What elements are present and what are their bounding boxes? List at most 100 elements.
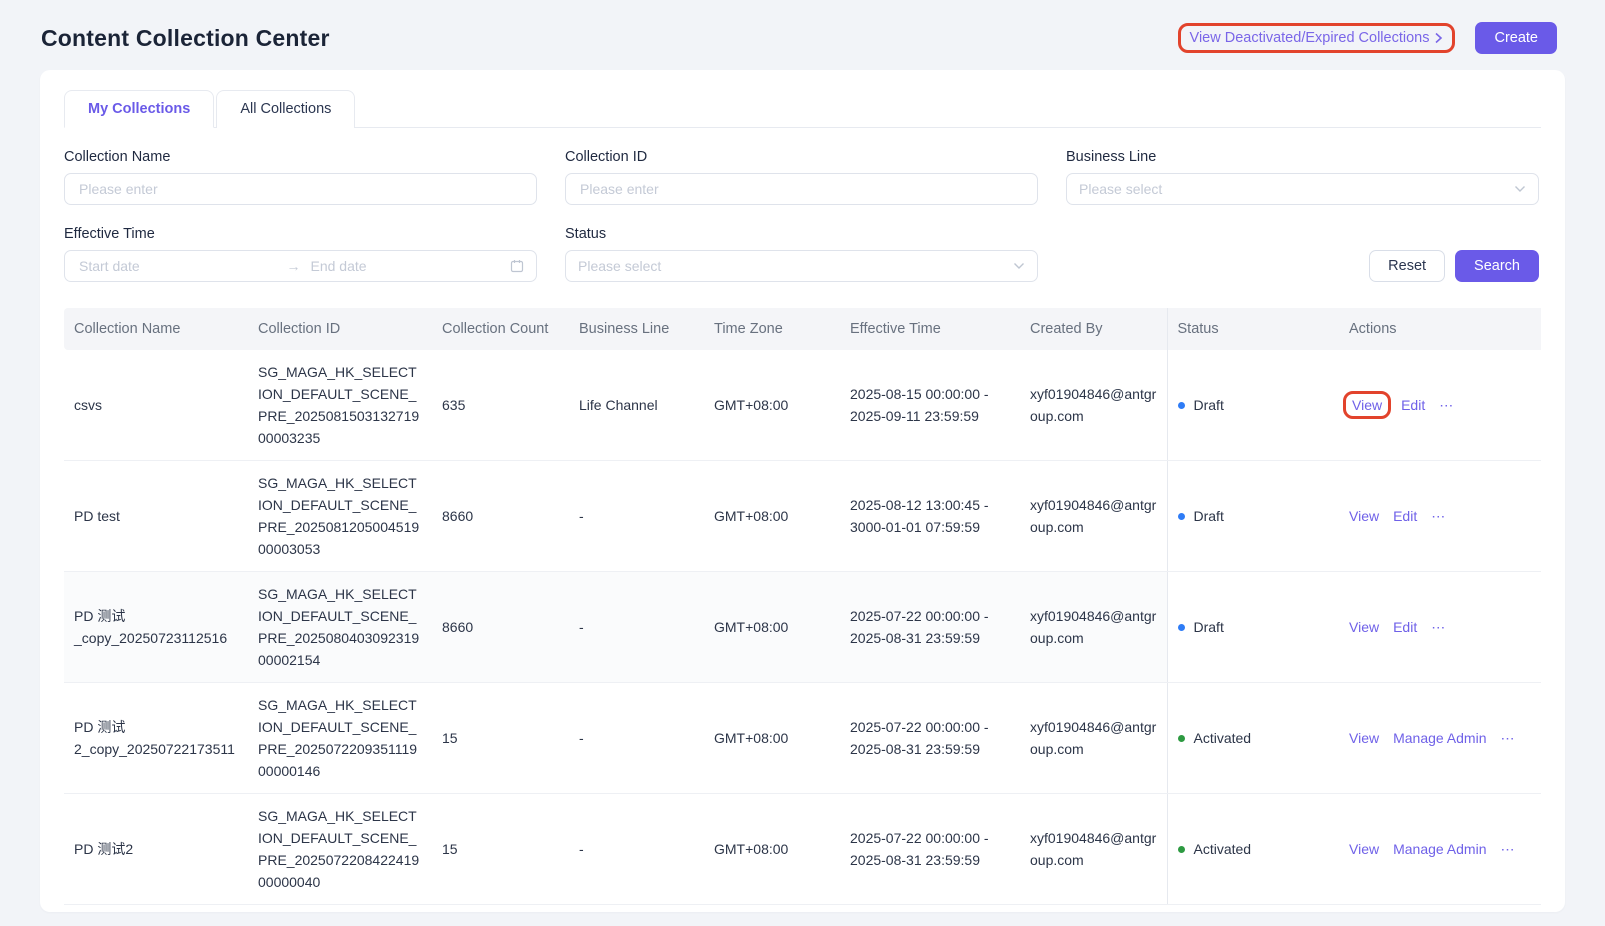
actions-cell: View Edit ⋯ <box>1339 460 1541 572</box>
business-line-cell: - <box>569 460 704 572</box>
status-dot-icon <box>1177 734 1185 742</box>
annotation-highlight: View Deactivated/Expired Collections <box>1177 23 1456 53</box>
calendar-icon <box>510 259 524 273</box>
table-row: PD test SG_MAGA_HK_SELECTION_DEFAULT_SCEN… <box>64 460 1541 572</box>
chevron-down-icon <box>1514 185 1526 193</box>
status-badge: Draft <box>1193 619 1224 635</box>
edit-link[interactable]: Edit <box>1401 397 1426 413</box>
edit-link[interactable]: Edit <box>1393 508 1418 524</box>
content-card: My Collections All Collections Collection… <box>40 70 1565 912</box>
collection-name-field: Collection Name <box>64 149 537 205</box>
collection-id-label: Collection ID <box>565 149 648 165</box>
start-date-input[interactable] <box>77 257 279 275</box>
view-link[interactable]: View <box>1349 508 1380 524</box>
status-cell: Draft <box>1166 460 1339 572</box>
column-header-collection-name: Collection Name <box>64 308 248 350</box>
status-select[interactable]: Please select <box>565 250 1038 282</box>
more-actions-icon[interactable]: ⋯ <box>1500 730 1516 746</box>
column-header-effective-time: Effective Time <box>840 308 1020 350</box>
column-header-created-by: Created By <box>1020 308 1167 350</box>
column-header-actions: Actions <box>1339 308 1541 350</box>
table-header-row: Collection Name Collection ID Collection C… <box>64 308 1541 350</box>
annotation-highlight: View <box>1343 391 1392 419</box>
status-badge: Activated <box>1193 730 1252 746</box>
created-by-cell: xyf01904846@antgroup.com <box>1020 571 1167 683</box>
collection-id-cell: SG_MAGA_HK_SELECTION_DEFAULT_SCENE_PRE_2… <box>248 460 432 572</box>
collection-count-cell: 15 <box>432 682 569 794</box>
actions-cell: View Edit ⋯ <box>1339 350 1541 461</box>
status-badge: Draft <box>1193 397 1224 413</box>
effective-time-range-picker[interactable]: → <box>64 250 537 282</box>
actions-cell: View Edit ⋯ <box>1339 571 1541 683</box>
more-actions-icon[interactable]: ⋯ <box>1439 397 1455 413</box>
status-cell: Activated <box>1166 793 1339 905</box>
end-date-input[interactable] <box>308 257 510 275</box>
status-field: Status Please select <box>565 226 1038 282</box>
time-zone-cell: GMT+08:00 <box>704 350 840 461</box>
created-by-cell: xyf01904846@antgroup.com <box>1020 460 1167 572</box>
filter-buttons: Reset Search <box>1066 226 1539 282</box>
tab-all-collections[interactable]: All Collections <box>216 90 356 128</box>
collection-name-label: Collection Name <box>64 149 171 165</box>
view-link[interactable]: View <box>1352 397 1383 413</box>
page-title: Content Collection Center <box>41 24 330 51</box>
view-link[interactable]: View <box>1349 841 1380 857</box>
table-row: PD 测试2_copy_20250722173511 SG_MAGA_HK_SEL… <box>64 682 1541 794</box>
business-line-label: Business Line <box>1066 149 1157 165</box>
status-cell: Activated <box>1166 682 1339 794</box>
filter-form: Collection Name Collection ID Business L… <box>64 149 1541 282</box>
collection-name-cell: PD 测试2_copy_20250722173511 <box>64 682 248 794</box>
collection-count-cell: 635 <box>432 350 569 461</box>
column-header-business-line: Business Line <box>569 308 704 350</box>
collection-name-input[interactable] <box>77 180 524 198</box>
more-actions-icon[interactable]: ⋯ <box>1431 619 1447 635</box>
collection-id-field: Collection ID <box>565 149 1038 205</box>
collection-name-cell: csvs <box>64 350 248 461</box>
actions-cell: View Manage Admin ⋯ <box>1339 682 1541 794</box>
view-deactivated-link[interactable]: View Deactivated/Expired Collections <box>1190 30 1444 46</box>
view-link[interactable]: View <box>1349 730 1380 746</box>
business-line-cell: - <box>569 793 704 905</box>
status-placeholder: Please select <box>578 258 662 274</box>
header-actions: View Deactivated/Expired Collections Cre… <box>1177 22 1557 54</box>
collection-id-cell: SG_MAGA_HK_SELECTION_DEFAULT_SCENE_PRE_2… <box>248 571 432 683</box>
status-dot-icon <box>1177 845 1185 853</box>
effective-time-label: Effective Time <box>64 226 155 242</box>
status-badge: Activated <box>1193 841 1252 857</box>
manage-admin-link[interactable]: Manage Admin <box>1393 730 1487 746</box>
manage-admin-link[interactable]: Manage Admin <box>1393 841 1487 857</box>
collection-name-cell: PD 测试2 <box>64 793 248 905</box>
business-line-cell: Life Channel <box>569 350 704 461</box>
status-cell: Draft <box>1166 571 1339 683</box>
search-button[interactable]: Search <box>1455 250 1539 282</box>
time-zone-cell: GMT+08:00 <box>704 460 840 572</box>
effective-time-cell: 2025-07-22 00:00:00 - 2025-08-31 23:59:5… <box>840 682 1020 794</box>
create-button[interactable]: Create <box>1475 22 1557 54</box>
collections-table-body: csvs SG_MAGA_HK_SELECTION_DEFAULT_SCENE_P… <box>64 350 1541 905</box>
more-actions-icon[interactable]: ⋯ <box>1431 508 1447 524</box>
collection-count-cell: 8660 <box>432 460 569 572</box>
collection-id-input[interactable] <box>578 180 1025 198</box>
status-label: Status <box>565 226 607 242</box>
time-zone-cell: GMT+08:00 <box>704 571 840 683</box>
collection-name-cell: PD 测试_copy_20250723112516 <box>64 571 248 683</box>
column-header-time-zone: Time Zone <box>704 308 840 350</box>
view-deactivated-link-label: View Deactivated/Expired Collections <box>1189 30 1430 46</box>
business-line-field: Business Line Please select <box>1066 149 1539 205</box>
view-link[interactable]: View <box>1349 619 1380 635</box>
more-actions-icon[interactable]: ⋯ <box>1500 841 1516 857</box>
status-dot-icon <box>1177 401 1185 409</box>
status-cell: Draft <box>1166 350 1339 461</box>
collection-name-cell: PD test <box>64 460 248 572</box>
tab-my-collections[interactable]: My Collections <box>64 90 215 128</box>
business-line-placeholder: Please select <box>1079 181 1163 197</box>
collection-id-cell: SG_MAGA_HK_SELECTION_DEFAULT_SCENE_PRE_2… <box>248 793 432 905</box>
table-row: PD 测试2 SG_MAGA_HK_SELECTION_DEFAULT_SCENE… <box>64 793 1541 905</box>
range-arrow-icon: → <box>286 258 301 274</box>
reset-button[interactable]: Reset <box>1369 250 1446 282</box>
edit-link[interactable]: Edit <box>1393 619 1418 635</box>
chevron-right-icon <box>1434 32 1443 44</box>
collection-id-cell: SG_MAGA_HK_SELECTION_DEFAULT_SCENE_PRE_2… <box>248 682 432 794</box>
created-by-cell: xyf01904846@antgroup.com <box>1020 350 1167 461</box>
business-line-select[interactable]: Please select <box>1066 173 1539 205</box>
